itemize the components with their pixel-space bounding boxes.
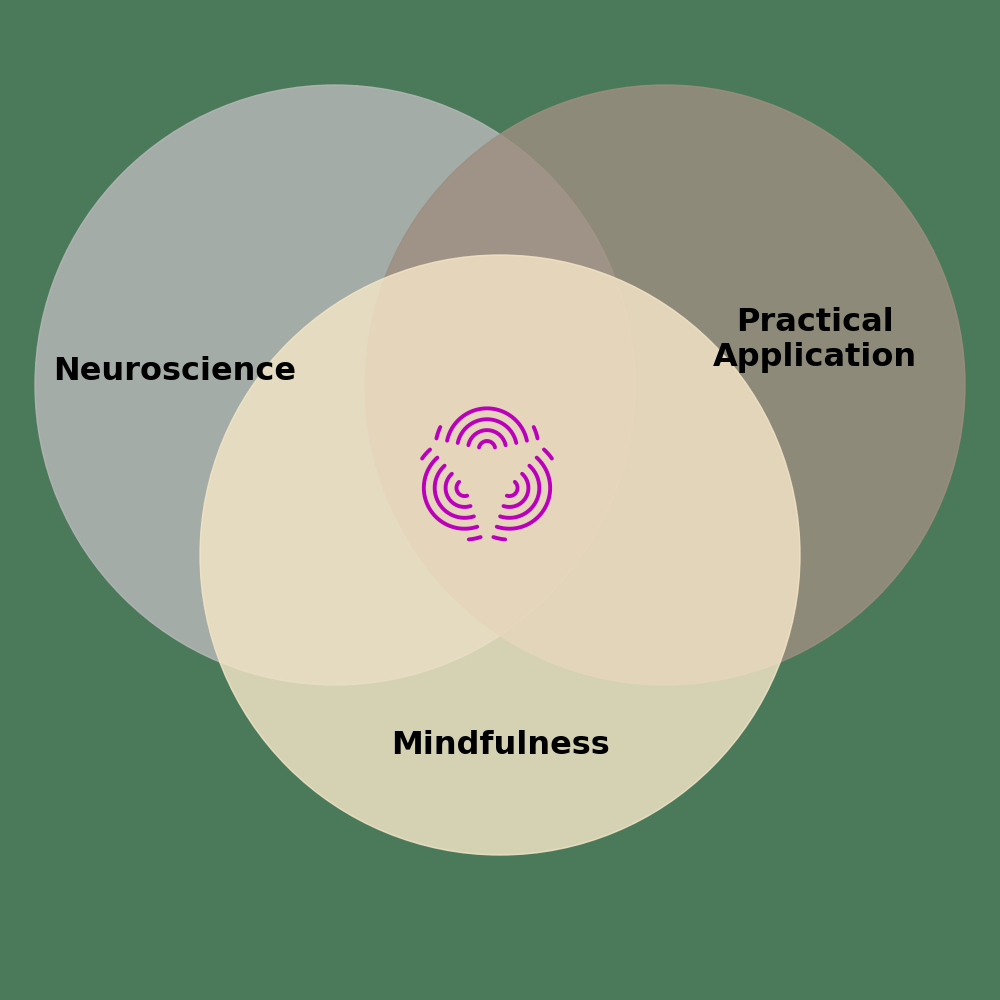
Circle shape: [200, 255, 800, 855]
Circle shape: [35, 85, 635, 685]
Text: Mindfulness: Mindfulness: [391, 730, 609, 760]
Text: Practical
Application: Practical Application: [713, 307, 917, 373]
Text: Neuroscience: Neuroscience: [54, 357, 296, 387]
Circle shape: [365, 85, 965, 685]
